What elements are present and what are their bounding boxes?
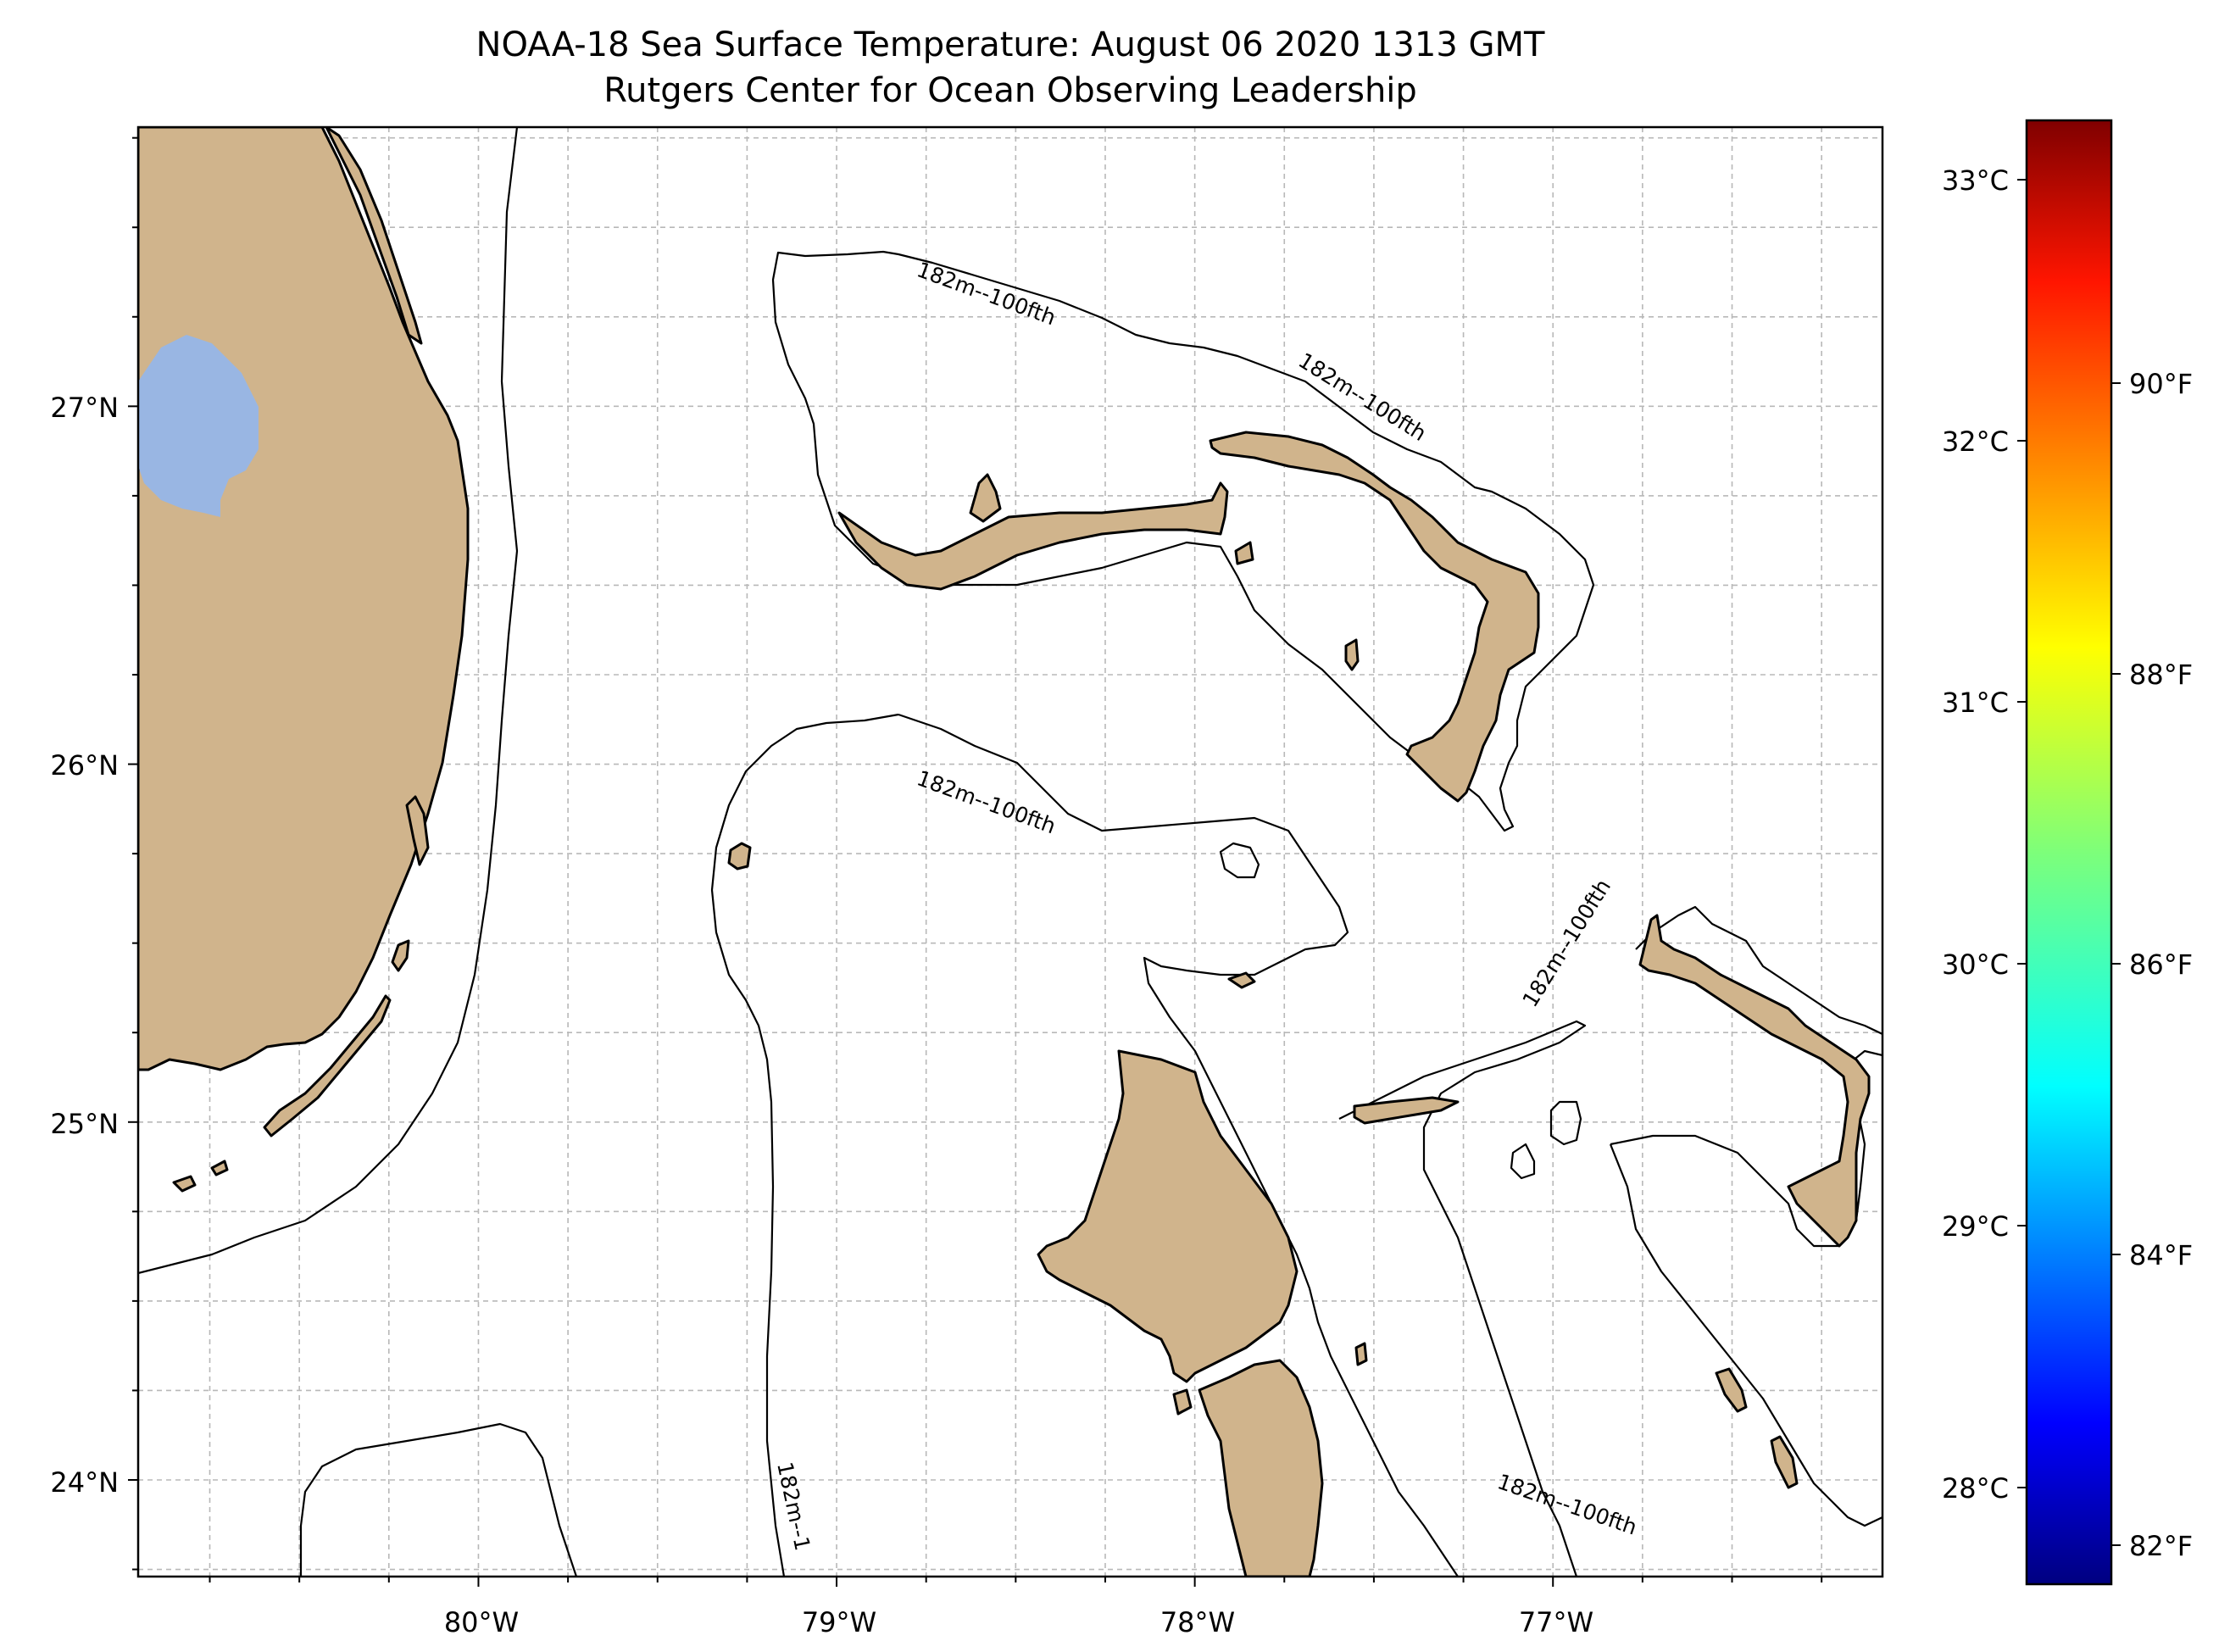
abaco-cay [1344, 638, 1360, 671]
contour-little-bahama-bank [771, 250, 1595, 832]
grand-bahama-spit [969, 473, 1002, 523]
grand-bahama-east-islet [1234, 541, 1254, 565]
contour-florida-straits-west [138, 127, 519, 1275]
grand-bahama-island [837, 481, 1229, 591]
contour-islet-2 [1510, 1143, 1536, 1180]
colorbar-label-31c: 31°C [1942, 687, 2009, 719]
lon-label-79w: 79°W [802, 1606, 876, 1638]
contour-islet-1 [1549, 1100, 1582, 1146]
colorbar-celsius-ticks: 33°C 32°C 31°C 30°C 29°C 28°C [1942, 164, 2027, 1505]
andros-cay-2 [1354, 1342, 1368, 1366]
florida-keys-upper [263, 994, 392, 1137]
latitude-labels: 27°N 26°N 25°N 24°N [50, 392, 119, 1499]
contour-south-west [299, 1422, 578, 1577]
colorbar-gradient [2025, 119, 2113, 1586]
contour-eleuthera-west [1635, 905, 1882, 1035]
andros-cay-1 [1172, 1388, 1193, 1416]
longitude-labels: 80°W 79°W 78°W 77°W [444, 1606, 1593, 1638]
colorbar-label-30c: 30°C [1942, 948, 2009, 981]
lat-label-25: 25°N [50, 1108, 119, 1140]
contour-great-bahama-bank-north [710, 713, 899, 1577]
colorbar-label-82f: 82°F [2129, 1530, 2193, 1562]
new-providence [1353, 1096, 1460, 1125]
colorbar-label-29c: 29°C [1942, 1210, 2009, 1243]
bathymetry-contours [138, 127, 1882, 1577]
andros-south [1198, 1359, 1324, 1577]
florida-key-2 [391, 939, 410, 972]
eleuthera-island [1638, 914, 1871, 1248]
abaco-islands [1209, 431, 1540, 803]
andros-island [1037, 1049, 1299, 1383]
florida-barrier-island [325, 127, 423, 345]
colorbar: 33°C 32°C 31°C 30°C 29°C 28°C 90°F 88°F … [1942, 119, 2193, 1586]
colorbar-label-28c: 28°C [1942, 1472, 2009, 1505]
contour-islet-3 [1219, 842, 1260, 879]
chart-title: NOAA-18 Sea Surface Temperature: August … [476, 25, 1545, 64]
florida-key-1 [405, 795, 430, 866]
ocean-background [138, 127, 1882, 1577]
lon-label-78w: 78°W [1160, 1606, 1235, 1638]
colorbar-fahrenheit-ticks: 90°F 88°F 86°F 84°F 82°F [2111, 368, 2193, 1562]
lon-label-80w: 80°W [444, 1606, 519, 1638]
colorbar-label-86f: 86°F [2129, 948, 2193, 981]
lat-label-26: 26°N [50, 749, 119, 782]
lat-label-27: 27°N [50, 392, 119, 424]
lake-okeechobee [138, 335, 259, 517]
chart-subtitle: Rutgers Center for Ocean Observing Leade… [603, 71, 1417, 110]
eleuthera-cay-2 [1770, 1435, 1799, 1489]
colorbar-label-88f: 88°F [2129, 659, 2193, 691]
colorbar-label-90f: 90°F [2129, 368, 2193, 400]
lat-label-24: 24°N [50, 1466, 119, 1499]
colorbar-label-33c: 33°C [1942, 164, 2009, 197]
contour-eleuthera-east [1609, 1143, 1882, 1527]
berry-islands [1227, 971, 1256, 989]
bimini-islet [727, 842, 752, 870]
colorbar-label-84f: 84°F [2129, 1239, 2193, 1271]
axis-ticks [128, 136, 1823, 1587]
florida-key-3 [172, 1175, 197, 1193]
land-masses [138, 127, 1871, 1577]
florida-key-4 [210, 1160, 229, 1176]
map-panel: 182m--100fth 182m--100fth 182m--100fth 1… [50, 125, 1884, 1638]
contour-great-bahama-bank-ridge [898, 713, 1459, 1577]
colorbar-label-32c: 32°C [1942, 426, 2009, 458]
lon-label-77w: 77°W [1519, 1606, 1593, 1638]
eleuthera-cay-1 [1715, 1367, 1748, 1413]
map-frame [136, 125, 1884, 1578]
